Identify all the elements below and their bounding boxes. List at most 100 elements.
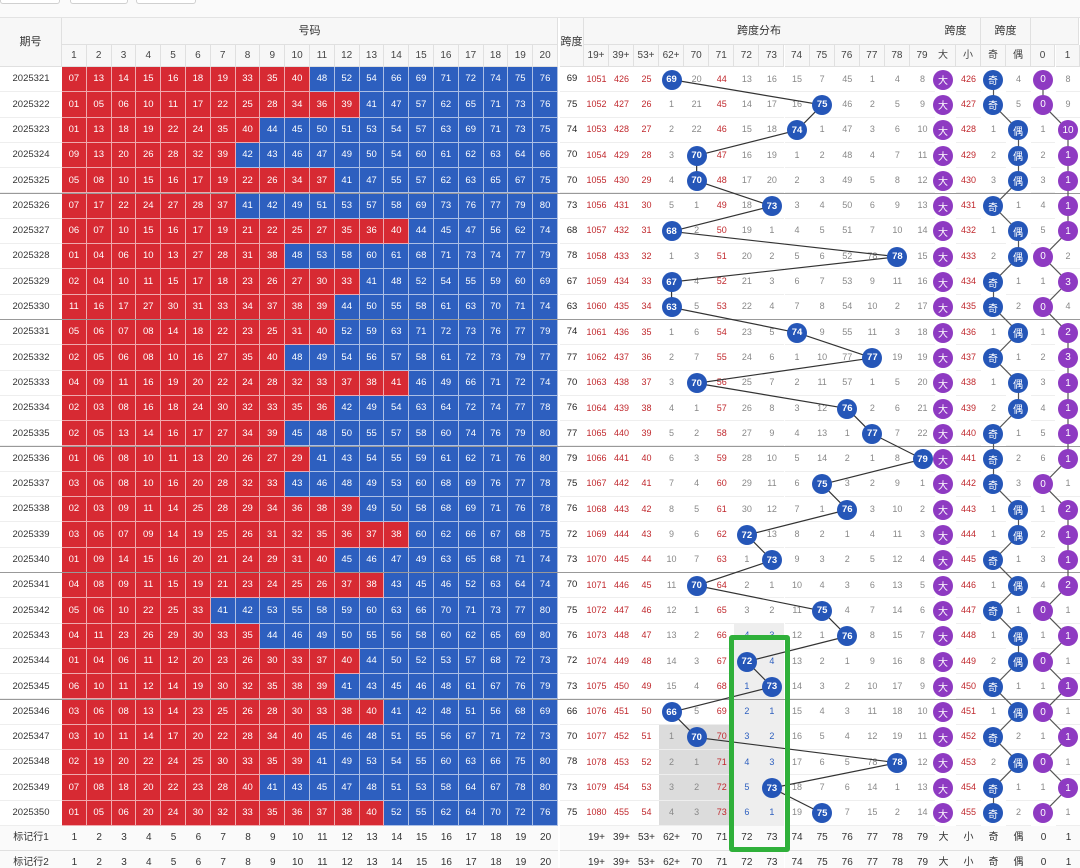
drawn-number: 33 xyxy=(334,269,360,295)
omission-value: 30 xyxy=(734,497,760,523)
drawn-number: 79 xyxy=(533,674,558,700)
omission-value: 6 xyxy=(659,447,685,472)
drawn-number: 63 xyxy=(458,168,484,194)
size-ball: 大 xyxy=(933,803,953,824)
parity-even-ball: 偶 xyxy=(1008,170,1028,191)
zero-one-ball: 0 xyxy=(1033,803,1053,824)
range-count: 34 xyxy=(634,295,659,320)
zero-one-omission: 6 xyxy=(1031,447,1055,472)
drawn-number: 28 xyxy=(210,775,236,801)
toolbar-tab-1[interactable] xyxy=(0,0,60,4)
drawn-number: 50 xyxy=(334,421,360,447)
drawn-number: 73 xyxy=(458,320,484,346)
omission-value: 16 xyxy=(734,143,760,169)
drawn-number: 09 xyxy=(111,497,137,523)
footer-dist: 79 xyxy=(910,826,936,851)
span-ball: 79 xyxy=(912,449,933,470)
omission-value: 5 xyxy=(684,497,710,523)
omission-value: 2 xyxy=(659,118,685,143)
header-number-col: 1 xyxy=(62,45,87,67)
drawn-number: 80 xyxy=(533,193,558,219)
omission-value: 6 xyxy=(910,598,936,624)
drawn-number: 52 xyxy=(384,800,410,826)
omission-value: 44 xyxy=(709,67,735,93)
omission-value: 19 xyxy=(759,143,785,169)
omission-value: 4 xyxy=(784,421,810,447)
omission-value: 14 xyxy=(910,219,936,245)
omission-value: 52 xyxy=(834,244,860,270)
drawn-number: 27 xyxy=(210,345,236,371)
drawn-number: 24 xyxy=(186,117,211,143)
range-count: 1073 xyxy=(584,624,609,649)
drawn-number: 70 xyxy=(483,800,509,826)
drawn-number: 30 xyxy=(285,699,310,725)
range-count: 434 xyxy=(609,269,634,295)
drawn-number: 75 xyxy=(533,117,558,143)
footer-tail: 1 xyxy=(1056,826,1080,851)
size-omission: 432 xyxy=(956,219,981,245)
range-count: 1067 xyxy=(584,472,609,498)
drawn-number: 03 xyxy=(62,724,87,751)
drawn-number: 13 xyxy=(161,244,186,270)
omission-value: 12 xyxy=(759,497,785,523)
drawn-number: 50 xyxy=(384,648,410,675)
omission-value: 11 xyxy=(759,472,785,498)
omission-value: 3 xyxy=(834,573,860,599)
drawn-number: 47 xyxy=(458,218,484,245)
parity-even-ball: 偶 xyxy=(1008,373,1028,394)
omission-value: 8 xyxy=(910,649,936,675)
zero-one-ball: 2 xyxy=(1058,575,1078,596)
range-count: 38 xyxy=(634,396,659,422)
drawn-number: 03 xyxy=(86,395,112,422)
drawn-number: 43 xyxy=(384,573,410,599)
size-ball: 大 xyxy=(933,626,953,647)
drawn-number: 60 xyxy=(359,244,385,270)
drawn-number: 75 xyxy=(533,522,558,548)
footer-dist: 71 xyxy=(709,851,735,868)
omission-value: 1 xyxy=(859,447,885,472)
drawn-number: 78 xyxy=(508,775,534,801)
drawn-number: 55 xyxy=(359,623,385,649)
footer-number: 12 xyxy=(334,826,360,851)
omission-value: 12 xyxy=(910,750,936,776)
span-value: 74 xyxy=(560,320,584,346)
footer-number: 16 xyxy=(434,851,459,868)
omission-value: 57 xyxy=(709,396,735,422)
parity-odd-ball: 奇 xyxy=(983,423,1003,444)
toolbar-tab-3[interactable] xyxy=(136,0,196,4)
drawn-number: 62 xyxy=(434,522,459,548)
parity-omission: 1 xyxy=(1006,269,1031,295)
omission-value: 10 xyxy=(859,295,885,320)
drawn-number: 22 xyxy=(136,598,162,624)
header-dist-col: 70 xyxy=(684,45,710,67)
range-count: 1068 xyxy=(584,497,609,523)
issue-number: 2025326 xyxy=(0,194,62,219)
drawn-number: 80 xyxy=(533,421,558,447)
drawn-number: 65 xyxy=(483,623,509,649)
toolbar-tab-2[interactable] xyxy=(70,0,128,4)
drawn-number: 04 xyxy=(86,648,112,675)
header-issue: 期号 xyxy=(0,18,62,67)
span-value: 77 xyxy=(560,345,584,371)
drawn-number: 62 xyxy=(458,623,484,649)
omission-value: 6 xyxy=(884,118,910,143)
size-ball: 大 xyxy=(933,120,953,141)
drawn-number: 60 xyxy=(409,471,434,498)
omission-value: 49 xyxy=(709,194,735,219)
drawn-number: 35 xyxy=(285,395,310,422)
drawn-number: 16 xyxy=(136,395,162,422)
drawn-number: 09 xyxy=(62,142,87,169)
range-count: 1070 xyxy=(584,548,609,573)
size-omission: 452 xyxy=(956,725,981,751)
header-numbers: 号码 xyxy=(62,18,558,45)
omission-value: 5 xyxy=(684,700,710,725)
footer-number: 2 xyxy=(86,826,112,851)
drawn-number: 18 xyxy=(111,117,137,143)
footer-number: 13 xyxy=(359,826,385,851)
range-count: 446 xyxy=(609,573,634,599)
omission-value: 3 xyxy=(884,320,910,346)
span-value: 63 xyxy=(560,295,584,320)
drawn-number: 27 xyxy=(310,218,335,245)
drawn-number: 74 xyxy=(533,294,558,320)
drawn-number: 45 xyxy=(285,421,310,447)
